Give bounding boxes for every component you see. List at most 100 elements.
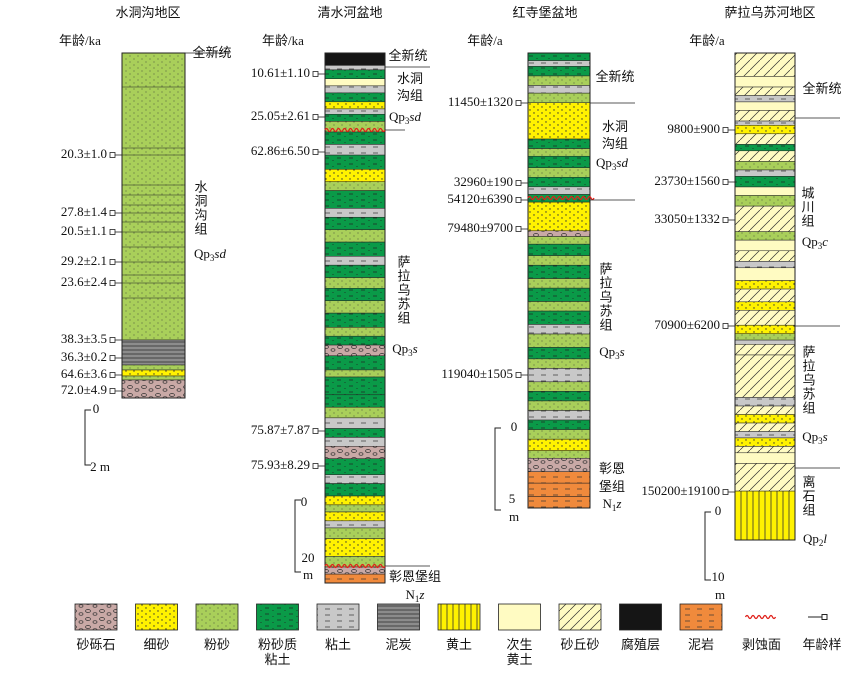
layer — [734, 431, 796, 439]
legend-swatch — [195, 603, 239, 631]
layer — [324, 69, 386, 79]
unit-name: 沟组 — [602, 136, 628, 151]
unit-name-vertical: 萨拉乌苏组 — [801, 345, 816, 415]
code-sub: 1 — [612, 503, 617, 513]
age-label: 29.2±2.1 — [61, 253, 107, 268]
layer — [527, 419, 591, 430]
layer — [734, 150, 796, 162]
column-outline — [527, 52, 591, 509]
layer — [734, 195, 796, 207]
legend-swatch — [437, 603, 481, 631]
unit-code: N1z — [406, 587, 425, 604]
code-sub: 2 — [819, 538, 824, 548]
scale-label: 10 — [712, 569, 725, 584]
code-base: Qp — [599, 344, 615, 359]
layer — [734, 463, 796, 492]
layer — [734, 76, 796, 88]
unit-name-vertical: 萨拉乌苏组 — [396, 255, 411, 325]
scale-label: 0 — [511, 419, 518, 434]
age-sample-marker — [515, 100, 522, 106]
code-italic: s — [823, 429, 828, 444]
age-axis-label: 年龄/ka — [262, 33, 304, 48]
layer — [324, 256, 386, 266]
layer — [527, 438, 591, 451]
layer — [527, 333, 591, 348]
code-base: N — [406, 587, 416, 602]
layer — [527, 138, 591, 149]
code-sub: 3 — [210, 253, 215, 263]
layer — [324, 458, 386, 475]
age-label: 79480±9700 — [447, 220, 513, 235]
layer — [324, 511, 386, 522]
layer — [734, 339, 796, 345]
age-sample-marker — [312, 149, 319, 155]
code-base: Qp — [802, 429, 818, 444]
layer — [527, 155, 591, 168]
layer — [324, 495, 386, 506]
age-sample-marker — [109, 280, 116, 286]
code-base: Qp — [194, 246, 210, 261]
unit-code: Qp3s — [599, 344, 624, 361]
legend-erosion — [744, 614, 777, 620]
layer — [734, 205, 796, 232]
layer — [324, 114, 386, 122]
layer — [324, 483, 386, 497]
layer — [734, 437, 796, 447]
scale-bar — [494, 427, 501, 511]
unit-name: 全新统 — [388, 48, 427, 63]
layer — [734, 133, 796, 145]
layer — [734, 176, 796, 188]
layer — [527, 92, 591, 103]
scale-bar — [294, 499, 301, 573]
layer — [121, 375, 186, 381]
layer — [527, 236, 591, 245]
layer — [324, 154, 386, 170]
age-label: 27.8±1.4 — [61, 204, 108, 219]
layer — [121, 52, 186, 341]
age-sample-marker — [109, 152, 116, 158]
layer — [527, 85, 591, 94]
scale-label: 5 — [509, 491, 516, 506]
legend-swatch — [256, 603, 299, 631]
layer — [324, 78, 386, 87]
layer — [324, 406, 386, 419]
code-sub: 1 — [415, 594, 420, 604]
layer — [324, 65, 386, 71]
layer — [324, 181, 386, 191]
layer — [121, 339, 186, 366]
legend-label: 次生 — [506, 637, 532, 652]
layer — [324, 504, 386, 513]
code-base: Qp — [803, 531, 819, 546]
unit-name: 彰恩堡组 — [389, 569, 441, 584]
legend-label: 粘土 — [325, 637, 351, 652]
code-italic: sd — [616, 155, 628, 170]
legend-swatch — [498, 603, 541, 631]
layer — [324, 327, 386, 337]
age-sample-marker — [722, 127, 729, 133]
age-label: 150200±19100 — [641, 483, 720, 498]
age-sample-marker — [109, 337, 116, 343]
scale-label: m — [303, 567, 313, 582]
age-axis-label: 年龄/ka — [59, 33, 101, 48]
column-outline — [324, 52, 386, 584]
code-base: Qp — [802, 234, 818, 249]
layer — [527, 230, 591, 237]
age-label: 11450±1320 — [448, 94, 513, 109]
unit-name-vertical: 离石组 — [801, 474, 816, 517]
layer — [527, 148, 591, 157]
unit-name-vertical: 水洞沟组 — [193, 180, 208, 236]
unit-code: N1z — [603, 496, 622, 513]
age-sample-marker — [515, 180, 522, 186]
layer — [324, 216, 386, 230]
age-sample-marker — [312, 114, 319, 120]
legend-label: 泥炭 — [385, 637, 411, 652]
scale-label: m — [509, 509, 519, 524]
layer — [527, 201, 591, 232]
column-title: 水洞沟地区 — [115, 5, 180, 20]
unit-name-vertical: 萨拉乌苏组 — [598, 262, 613, 332]
layer — [527, 391, 591, 402]
layer — [734, 186, 796, 196]
age-sample-marker — [312, 71, 319, 77]
layer — [324, 527, 386, 539]
age-sample-marker — [312, 463, 319, 469]
